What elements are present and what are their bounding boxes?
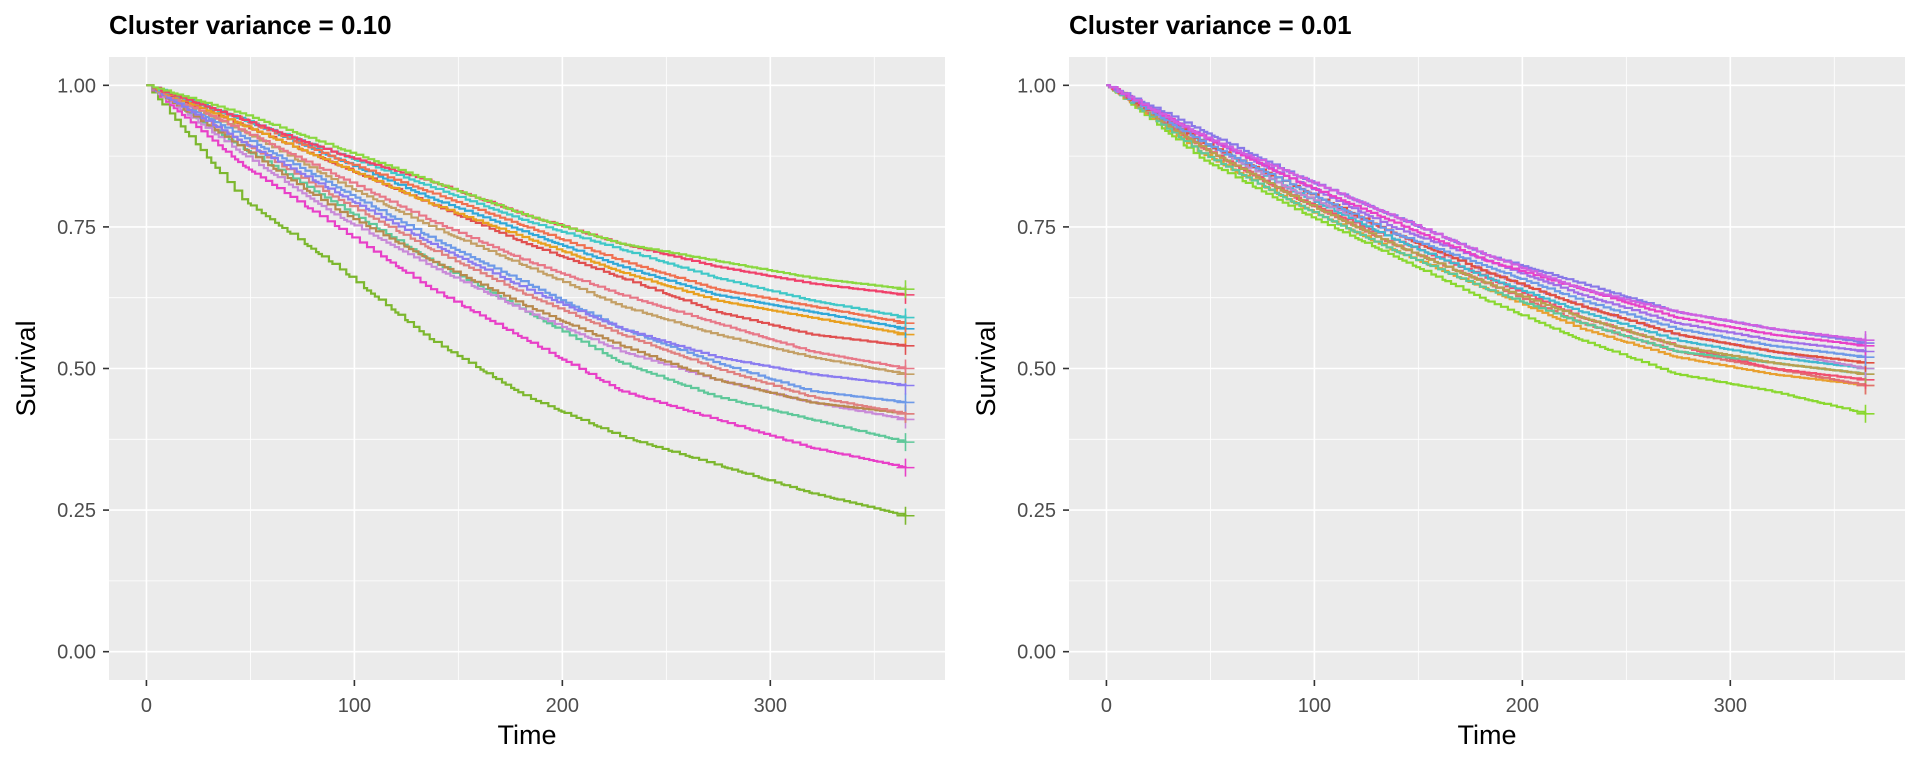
x-axis-label: Time	[1458, 720, 1517, 750]
y-tick-label: 0.25	[57, 500, 96, 522]
survival-curve	[146, 84, 907, 336]
survival-curve	[146, 84, 907, 415]
x-tick-label: 0	[1101, 695, 1112, 717]
censor-mark	[896, 458, 915, 477]
censor-mark	[896, 308, 915, 327]
survival-curve	[146, 84, 907, 386]
survival-curve	[146, 84, 907, 469]
x-tick-label: 200	[546, 695, 579, 717]
censor-mark	[896, 393, 915, 412]
censor-mark	[896, 280, 915, 299]
censor-mark	[896, 506, 915, 525]
y-axis-label: Survival	[971, 320, 1001, 416]
survival-curve	[146, 84, 907, 443]
y-tick-label: 1.00	[57, 75, 96, 97]
censor-mark	[1856, 404, 1875, 423]
y-tick-label: 1.00	[1017, 75, 1056, 97]
y-tick-label: 0.50	[1017, 359, 1056, 381]
x-tick-label: 100	[1298, 695, 1331, 717]
y-tick-label: 0.75	[1017, 217, 1056, 239]
y-axis-label: Survival	[11, 320, 41, 416]
x-axis-label: Time	[498, 720, 557, 750]
x-tick-label: 300	[754, 695, 787, 717]
survival-curve	[1106, 84, 1867, 415]
censor-mark	[896, 359, 915, 378]
survival-curve	[1106, 84, 1867, 358]
censor-mark	[1856, 331, 1875, 350]
plot-left: 0.00 0.25 0.50 0.75 1.00 0 100 200 300 Time Surviv…	[11, 57, 945, 750]
survival-curve	[146, 84, 907, 291]
y-tick-label: 0.00	[57, 642, 96, 664]
x-tick-label: 200	[1506, 695, 1539, 717]
x-tick-label: 0	[141, 695, 152, 717]
survival-curve	[1106, 84, 1867, 342]
y-tick-label: 0.25	[1017, 500, 1056, 522]
chart-title-left: Cluster variance = 0.10	[109, 10, 392, 40]
survival-curve	[146, 84, 907, 404]
chart-title-right: Cluster variance = 0.01	[1069, 10, 1352, 40]
survival-curve	[146, 84, 907, 375]
plot-right: 0.00 0.25 0.50 0.75 1.00 0 100 200 300 Time Surviv…	[971, 57, 1905, 750]
y-tick-label: 0.00	[1017, 642, 1056, 664]
y-tick-label: 0.50	[57, 359, 96, 381]
censor-mark	[896, 433, 915, 452]
chart-panel-right: Cluster variance = 0.01 0.00 0.25 0.50 0.75…	[960, 0, 1920, 768]
survival-curve	[146, 84, 907, 370]
x-tick-label: 300	[1714, 695, 1747, 717]
survival-curve	[146, 84, 907, 517]
survival-curve	[1106, 84, 1867, 375]
survival-curve	[146, 84, 907, 296]
survival-curve	[146, 84, 907, 324]
survival-curve	[1106, 84, 1867, 347]
x-tick-label: 100	[338, 695, 371, 717]
survival-curve	[146, 84, 907, 415]
chart-panel-left: Cluster variance = 0.10 0.00 0.25 0.50 0.75…	[11, 10, 945, 750]
y-tick-label: 0.75	[57, 217, 96, 239]
